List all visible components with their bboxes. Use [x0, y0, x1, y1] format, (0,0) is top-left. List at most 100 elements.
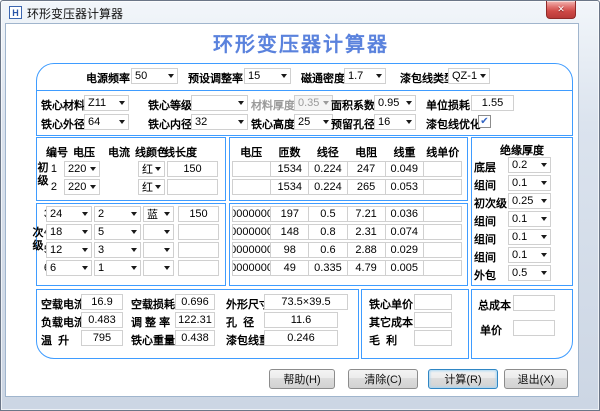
voltage-combobox-1[interactable]: 220 — [64, 161, 100, 177]
table-cell[interactable]: 2.31 — [346, 224, 386, 240]
insulation-combobox-6[interactable]: 0.5 — [508, 265, 551, 281]
length-input-1[interactable]: 150 — [167, 161, 218, 177]
table-cell[interactable]: 0.5 — [308, 206, 348, 222]
table-cell[interactable] — [232, 179, 272, 195]
core-id-combobox[interactable]: 32 — [191, 114, 248, 130]
table-cell[interactable]: 0.029 — [384, 242, 424, 258]
table-cell[interactable]: 98 — [270, 242, 310, 258]
table-cell[interactable]: 49 — [270, 260, 310, 276]
table-cell[interactable] — [422, 224, 463, 240]
flux-combobox[interactable]: 1.7 — [344, 68, 386, 84]
insulation-combobox-0[interactable]: 0.2 — [508, 157, 551, 173]
insulation-combobox-4[interactable]: 0.1 — [508, 229, 551, 245]
table-cell[interactable]: 148 — [270, 224, 310, 240]
table-cell[interactable]: 0.224 — [308, 179, 348, 195]
length-input-3[interactable]: 150 — [178, 206, 219, 222]
wire-weight-field[interactable]: 0.246 — [264, 330, 338, 346]
table-cell[interactable]: 0.8 — [308, 224, 348, 240]
table-cell[interactable]: 0.053 — [384, 179, 424, 195]
other-cost-input[interactable] — [414, 312, 452, 328]
color-combobox-1[interactable]: 红 — [138, 161, 165, 177]
total-cost-field[interactable] — [513, 295, 555, 311]
current-combobox-4[interactable]: 5 — [94, 224, 141, 240]
dropdown-arrow-icon — [131, 212, 137, 216]
length-input-2[interactable] — [167, 179, 218, 195]
table-cell[interactable]: 0.036 — [384, 206, 424, 222]
table-cell[interactable]: 7.21 — [346, 206, 386, 222]
table-cell[interactable] — [422, 161, 463, 177]
exit-button[interactable]: 退出(X) — [504, 369, 568, 389]
dimensions-field[interactable]: 73.5×39.5 — [264, 294, 348, 310]
insulation-combobox-5[interactable]: 0.1 — [508, 247, 551, 263]
table-cell[interactable]: 0000000 — [232, 242, 272, 258]
insulation-combobox-2[interactable]: 0.25 — [508, 193, 551, 209]
table-cell[interactable] — [232, 161, 272, 177]
regulation-result-field[interactable]: 122.31 — [175, 312, 215, 328]
table-cell[interactable]: 2.88 — [346, 242, 386, 258]
insulation-value: 0.2 — [512, 159, 528, 171]
insulation-combobox-1[interactable]: 0.1 — [508, 175, 551, 191]
color-combobox-4[interactable] — [143, 224, 174, 240]
gross-profit-input[interactable] — [414, 330, 452, 346]
color-combobox-2[interactable]: 红 — [138, 179, 165, 195]
table-cell[interactable]: 0.6 — [308, 242, 348, 258]
table-cell[interactable]: 0.074 — [384, 224, 424, 240]
no-load-loss-field[interactable]: 0.696 — [175, 294, 215, 310]
insulation-combobox-3[interactable]: 0.1 — [508, 211, 551, 227]
core-od-combobox[interactable]: 64 — [84, 114, 129, 130]
wire-type-combobox[interactable]: QZ-1 — [448, 68, 490, 84]
table-cell[interactable] — [422, 242, 463, 258]
regulation-value: 15 — [248, 70, 261, 82]
regulation-combobox[interactable]: 15 — [244, 68, 291, 84]
length-input-4[interactable] — [178, 224, 219, 240]
color-combobox-6[interactable] — [143, 260, 174, 276]
color-combobox-3[interactable]: 蓝 — [143, 206, 174, 222]
table-cell[interactable]: 197 — [270, 206, 310, 222]
unit-loss-input[interactable]: 1.55 — [471, 95, 514, 111]
table-cell[interactable]: 1534 — [270, 161, 310, 177]
table-cell[interactable]: 1534 — [270, 179, 310, 195]
no-load-current-field[interactable]: 16.9 — [81, 294, 123, 310]
length-input-5[interactable] — [178, 242, 219, 258]
table-cell[interactable] — [422, 206, 463, 222]
current-combobox-5[interactable]: 3 — [94, 242, 141, 258]
core-grade-combobox[interactable] — [191, 95, 248, 111]
wire-optimize-checkbox[interactable]: ✔ — [478, 115, 491, 128]
area-factor-combobox[interactable]: 0.95 — [374, 95, 416, 111]
table-cell[interactable] — [422, 260, 463, 276]
voltage-combobox-5[interactable]: 12 — [46, 242, 92, 258]
core-height-combobox[interactable]: 25 — [294, 114, 333, 130]
freq-combobox[interactable]: 50 — [131, 68, 178, 84]
core-price-input[interactable] — [414, 294, 452, 310]
length-input-6[interactable] — [178, 260, 219, 276]
table-cell[interactable]: 0.335 — [308, 260, 348, 276]
unit-price-field[interactable] — [513, 320, 555, 336]
table-cell[interactable]: 0.005 — [384, 260, 424, 276]
temp-rise-field[interactable]: 795 — [81, 330, 123, 346]
table-cell[interactable]: 247 — [346, 161, 386, 177]
table-cell[interactable]: 265 — [346, 179, 386, 195]
hole-reserve-combobox[interactable]: 16 — [374, 114, 416, 130]
table-cell[interactable] — [422, 179, 463, 195]
close-button[interactable]: ✕ — [546, 1, 576, 19]
current-combobox-6[interactable]: 1 — [94, 260, 141, 276]
voltage-combobox-2[interactable]: 220 — [64, 179, 100, 195]
color-combobox-5[interactable] — [143, 242, 174, 258]
load-current-field[interactable]: 0.483 — [81, 312, 123, 328]
calculate-button[interactable]: 计算(R) — [428, 369, 498, 389]
core-material-combobox[interactable]: Z11 — [84, 95, 129, 111]
clear-button[interactable]: 清除(C) — [348, 369, 418, 389]
table-cell[interactable]: 0.224 — [308, 161, 348, 177]
table-cell[interactable]: 0.049 — [384, 161, 424, 177]
table-cell[interactable]: 0000000 — [232, 224, 272, 240]
core-weight-field[interactable]: 0.438 — [175, 330, 215, 346]
table-cell[interactable]: 0000000 — [232, 206, 272, 222]
voltage-combobox-3[interactable]: 24 — [46, 206, 92, 222]
help-button[interactable]: 帮助(H) — [269, 369, 335, 389]
table-cell[interactable]: 4.79 — [346, 260, 386, 276]
voltage-combobox-6[interactable]: 6 — [46, 260, 92, 276]
current-combobox-3[interactable]: 2 — [94, 206, 141, 222]
hole-dia-field[interactable]: 11.6 — [264, 312, 338, 328]
voltage-combobox-4[interactable]: 18 — [46, 224, 92, 240]
table-cell[interactable]: 0000000 — [232, 260, 272, 276]
